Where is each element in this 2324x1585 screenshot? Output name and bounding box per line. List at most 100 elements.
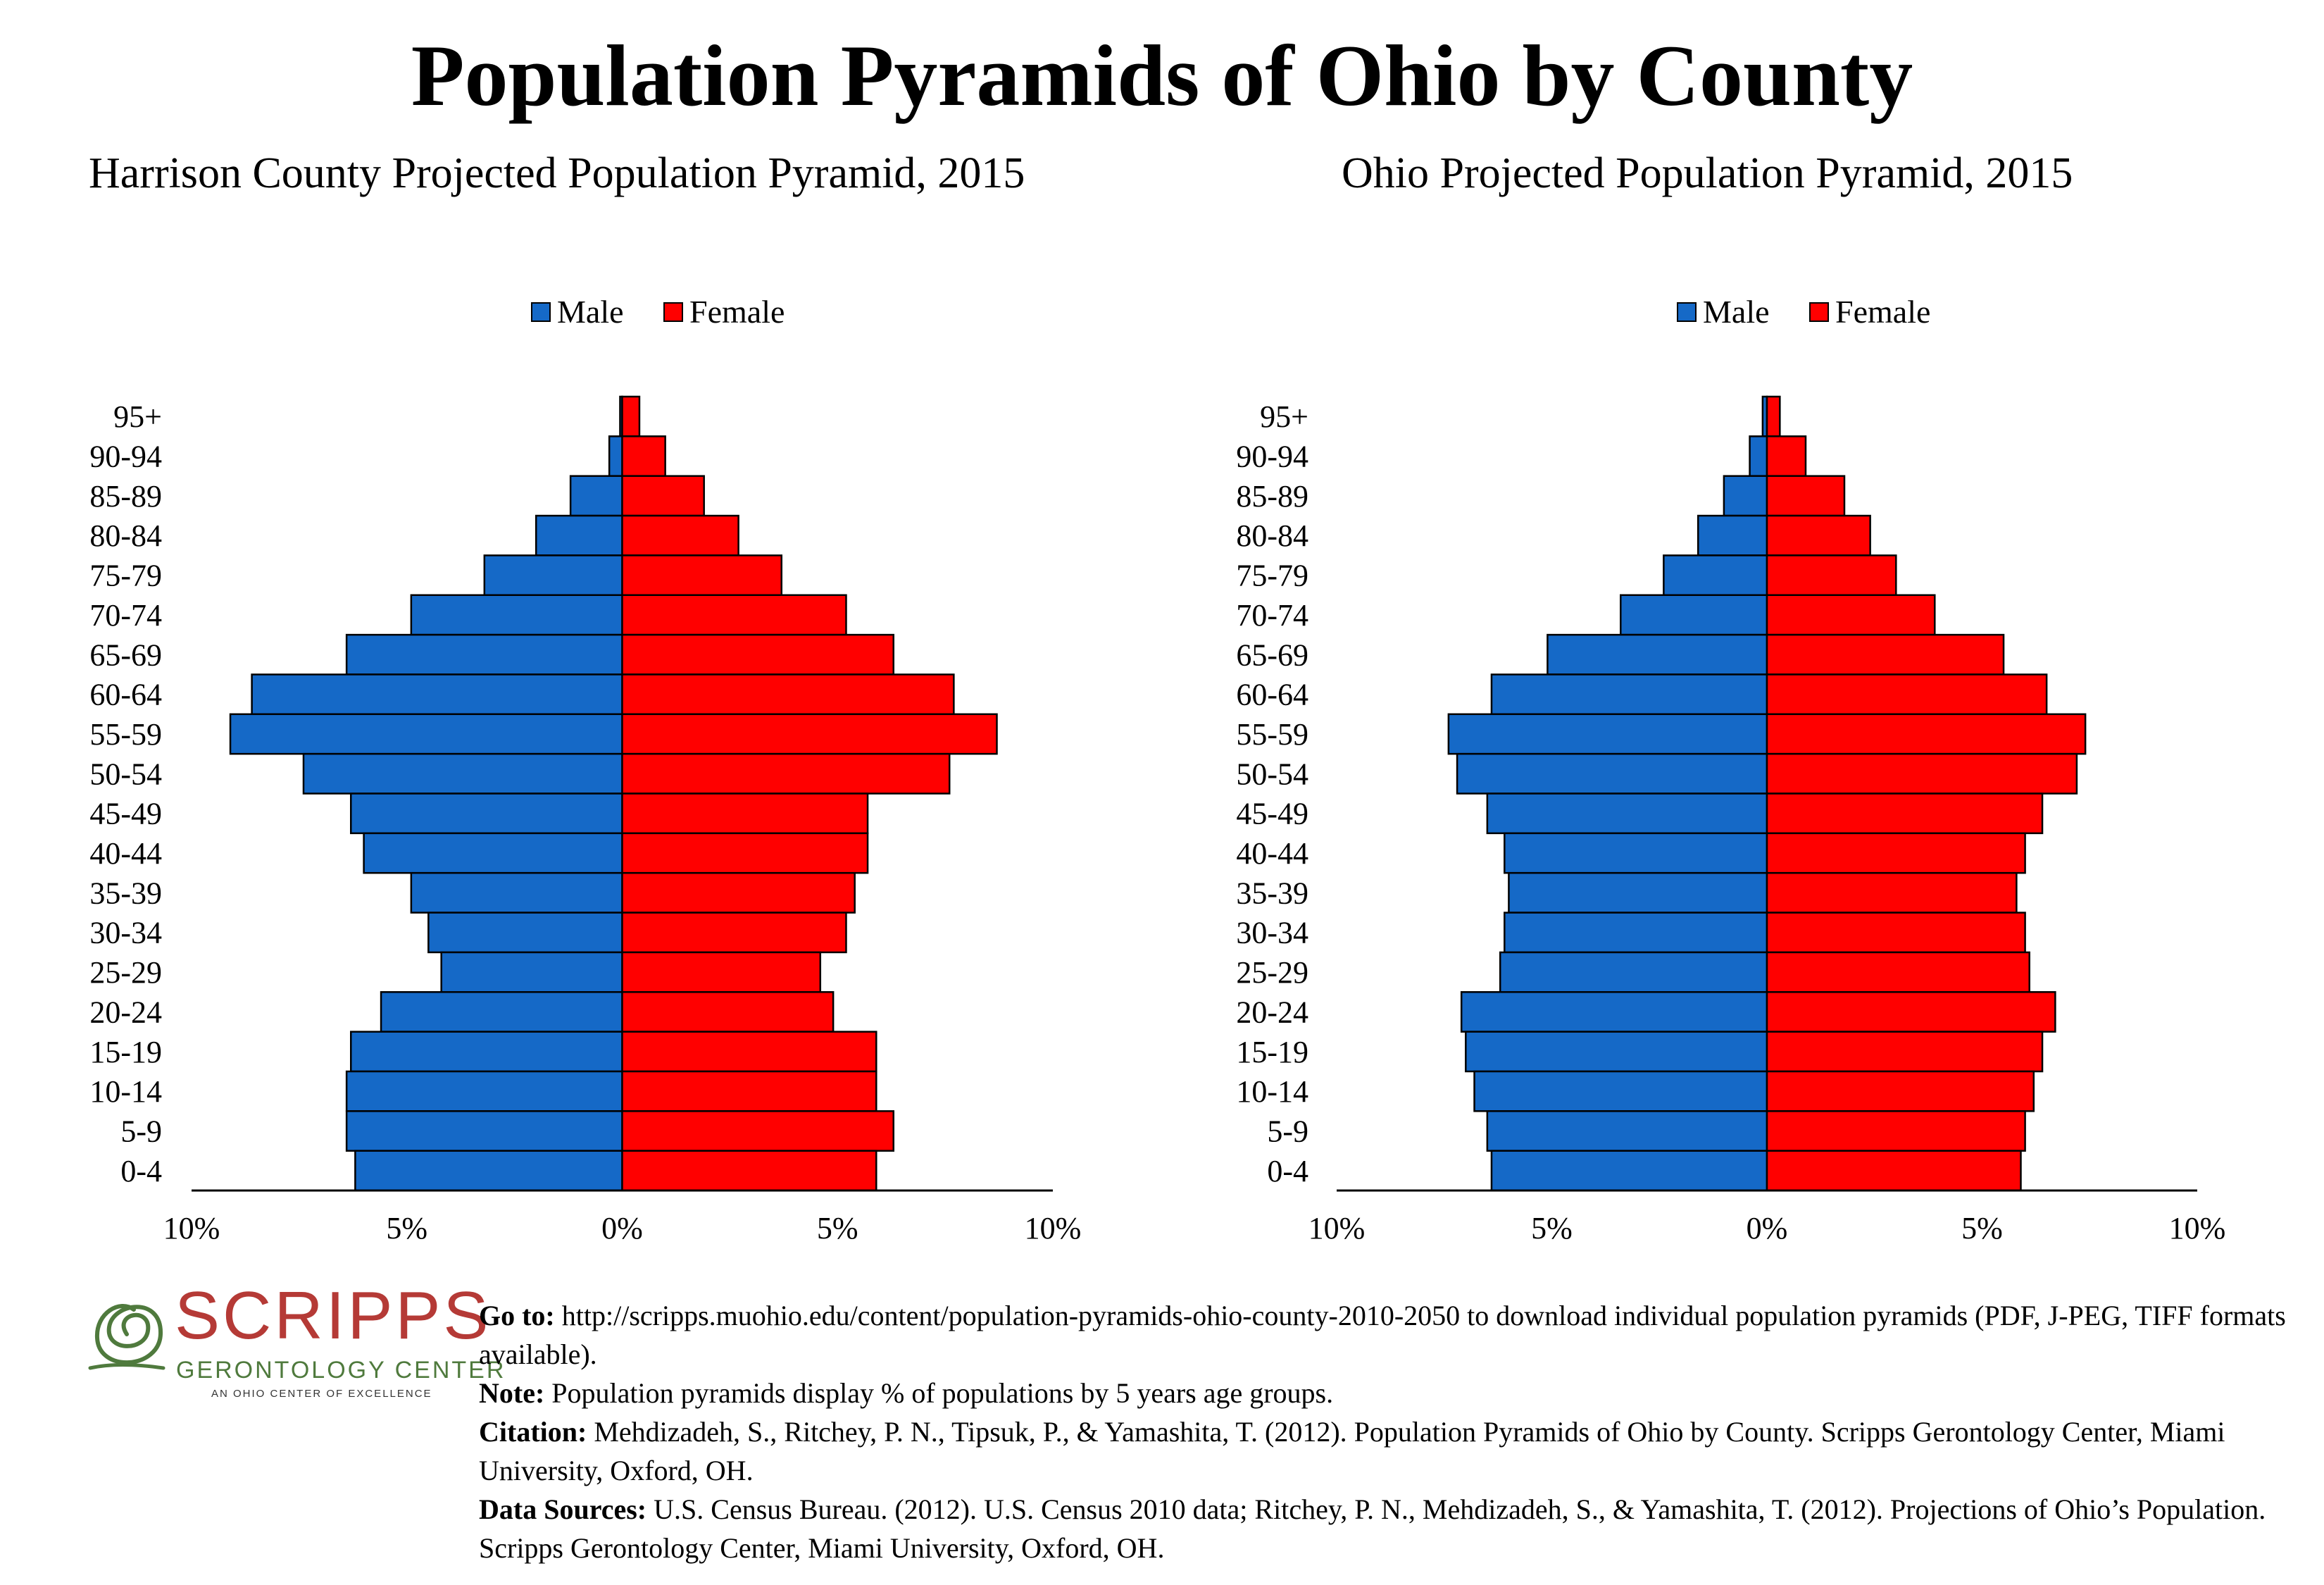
- x-tick-label: 5%: [817, 1211, 858, 1245]
- age-label-25-29: 25-29: [1236, 955, 1308, 990]
- age-label-5-9: 5-9: [1267, 1114, 1308, 1148]
- legend-swatch-male: [531, 302, 551, 322]
- bar-female-85-89: [621, 475, 705, 517]
- x-tick-label: 0%: [601, 1211, 643, 1245]
- x-tick-label: 5%: [1961, 1211, 2003, 1245]
- footer-note-label: Note:: [479, 1377, 545, 1409]
- footer-citation-text: Mehdizadeh, S., Ritchey, P. N., Tipsuk, …: [479, 1416, 2225, 1486]
- footer-goto-text: http://scripps.muohio.edu/content/popula…: [479, 1300, 2286, 1370]
- chart-title-harrison: Harrison County Projected Population Pyr…: [89, 149, 1025, 197]
- bar-female-25-29: [1766, 951, 2030, 993]
- x-tick-label: 5%: [386, 1211, 427, 1245]
- legend-swatch-male: [1677, 302, 1697, 322]
- pyramid-chart-ohio: 95+ 90-94 85-89 80-84 75-79 70-74 65-69 60-64 55…: [1236, 294, 2225, 1245]
- bar-male-60-64: [251, 673, 623, 716]
- age-label-65-69: 65-69: [89, 638, 162, 672]
- age-label-15-19: 15-19: [1236, 1035, 1308, 1069]
- bar-male-10-14: [1473, 1070, 1768, 1112]
- bar-female-25-29: [621, 951, 822, 993]
- age-label-40-44: 40-44: [89, 836, 162, 871]
- footer-citation: Citation: Mehdizadeh, S., Ritchey, P. N.…: [479, 1412, 2310, 1490]
- age-label-45-49: 45-49: [89, 797, 162, 831]
- bar-male-65-69: [1547, 633, 1768, 676]
- age-label-70-74: 70-74: [1236, 598, 1308, 633]
- age-label-40-44: 40-44: [1236, 836, 1308, 871]
- bar-female-85-89: [1766, 475, 1846, 517]
- footer-note-text: Population pyramids display % of populat…: [551, 1377, 1334, 1409]
- bar-male-30-34: [1504, 912, 1768, 954]
- footer-citation-label: Citation:: [479, 1416, 587, 1448]
- age-label-55-59: 55-59: [1236, 717, 1308, 752]
- bar-female-20-24: [1766, 991, 2056, 1033]
- bar-female-90-94: [1766, 435, 1807, 477]
- bar-female-35-39: [621, 871, 856, 914]
- x-tick-label: 0%: [1747, 1211, 1788, 1245]
- bar-male-5-9: [1486, 1110, 1768, 1152]
- legend-label-male: Male: [557, 294, 624, 330]
- x-tick-label: 10%: [1308, 1211, 1366, 1245]
- age-label-15-19: 15-19: [89, 1035, 162, 1069]
- footer-goto-label: Go to:: [479, 1300, 555, 1331]
- footer-sources-text: U.S. Census Bureau. (2012). U.S. Census …: [479, 1493, 2266, 1564]
- age-label-80-84: 80-84: [1236, 518, 1308, 553]
- bar-male-25-29: [1499, 951, 1768, 993]
- bar-female-50-54: [621, 752, 951, 795]
- bar-female-40-44: [1766, 832, 2026, 874]
- bar-male-40-44: [1504, 832, 1768, 874]
- bar-male-0-4: [1490, 1150, 1768, 1192]
- bar-male-90-94: [1749, 435, 1768, 477]
- bar-female-55-59: [1766, 713, 2087, 755]
- age-label-25-29: 25-29: [89, 955, 162, 990]
- bar-female-45-49: [1766, 792, 2044, 835]
- age-label-60-64: 60-64: [89, 678, 162, 712]
- age-label-10-14: 10-14: [1236, 1074, 1308, 1109]
- bar-male-50-54: [1456, 752, 1768, 795]
- bar-female-65-69: [1766, 633, 2005, 676]
- footer-note: Note: Population pyramids display % of p…: [479, 1374, 2310, 1412]
- age-label-90-94: 90-94: [89, 440, 162, 474]
- bar-female-50-54: [1766, 752, 2078, 795]
- legend-label-male: Male: [1703, 294, 1770, 330]
- bar-male-80-84: [1697, 514, 1768, 557]
- bar-female-60-64: [1766, 673, 2048, 716]
- bar-female-55-59: [621, 713, 998, 755]
- age-label-0-4: 0-4: [120, 1154, 162, 1188]
- bar-female-80-84: [1766, 514, 1871, 557]
- bar-male-25-29: [440, 951, 623, 993]
- footer-notes: Go to: http://scripps.muohio.edu/content…: [479, 1296, 2310, 1567]
- age-label-65-69: 65-69: [1236, 638, 1308, 672]
- age-label-20-24: 20-24: [89, 995, 162, 1029]
- bar-male-45-49: [350, 792, 623, 835]
- bar-female-30-34: [1766, 912, 2026, 954]
- bar-male-70-74: [410, 594, 623, 636]
- age-label-35-39: 35-39: [89, 876, 162, 910]
- bar-female-95+: [621, 395, 641, 437]
- bar-female-80-84: [621, 514, 739, 557]
- bar-male-75-79: [483, 554, 623, 597]
- age-label-35-39: 35-39: [1236, 876, 1308, 910]
- age-label-30-34: 30-34: [89, 916, 162, 950]
- bar-male-5-9: [345, 1110, 623, 1152]
- age-label-0-4: 0-4: [1267, 1154, 1308, 1188]
- bar-male-20-24: [1460, 991, 1768, 1033]
- scripps-logo: SCRIPPS GERONTOLOGY CENTER AN OHIO CENTE…: [85, 1282, 504, 1400]
- age-label-75-79: 75-79: [89, 559, 162, 593]
- page-title: Population Pyramids of Ohio by County: [411, 27, 1913, 124]
- bar-female-45-49: [621, 792, 869, 835]
- bar-female-15-19: [1766, 1031, 2044, 1073]
- bar-female-20-24: [621, 991, 835, 1033]
- bar-female-0-4: [1766, 1150, 2022, 1192]
- legend-label-female: Female: [1835, 294, 1930, 330]
- bar-male-10-14: [345, 1070, 623, 1112]
- legend-label-female: Female: [689, 294, 785, 330]
- bar-male-35-39: [1508, 871, 1768, 914]
- age-label-50-54: 50-54: [89, 757, 162, 791]
- bar-male-0-4: [354, 1150, 623, 1192]
- age-label-75-79: 75-79: [1236, 559, 1308, 593]
- bar-female-5-9: [1766, 1110, 2026, 1152]
- age-label-45-49: 45-49: [1236, 797, 1308, 831]
- age-label-60-64: 60-64: [1236, 678, 1308, 712]
- bar-male-55-59: [229, 713, 623, 755]
- bar-female-10-14: [621, 1070, 877, 1112]
- bar-female-35-39: [1766, 871, 2018, 914]
